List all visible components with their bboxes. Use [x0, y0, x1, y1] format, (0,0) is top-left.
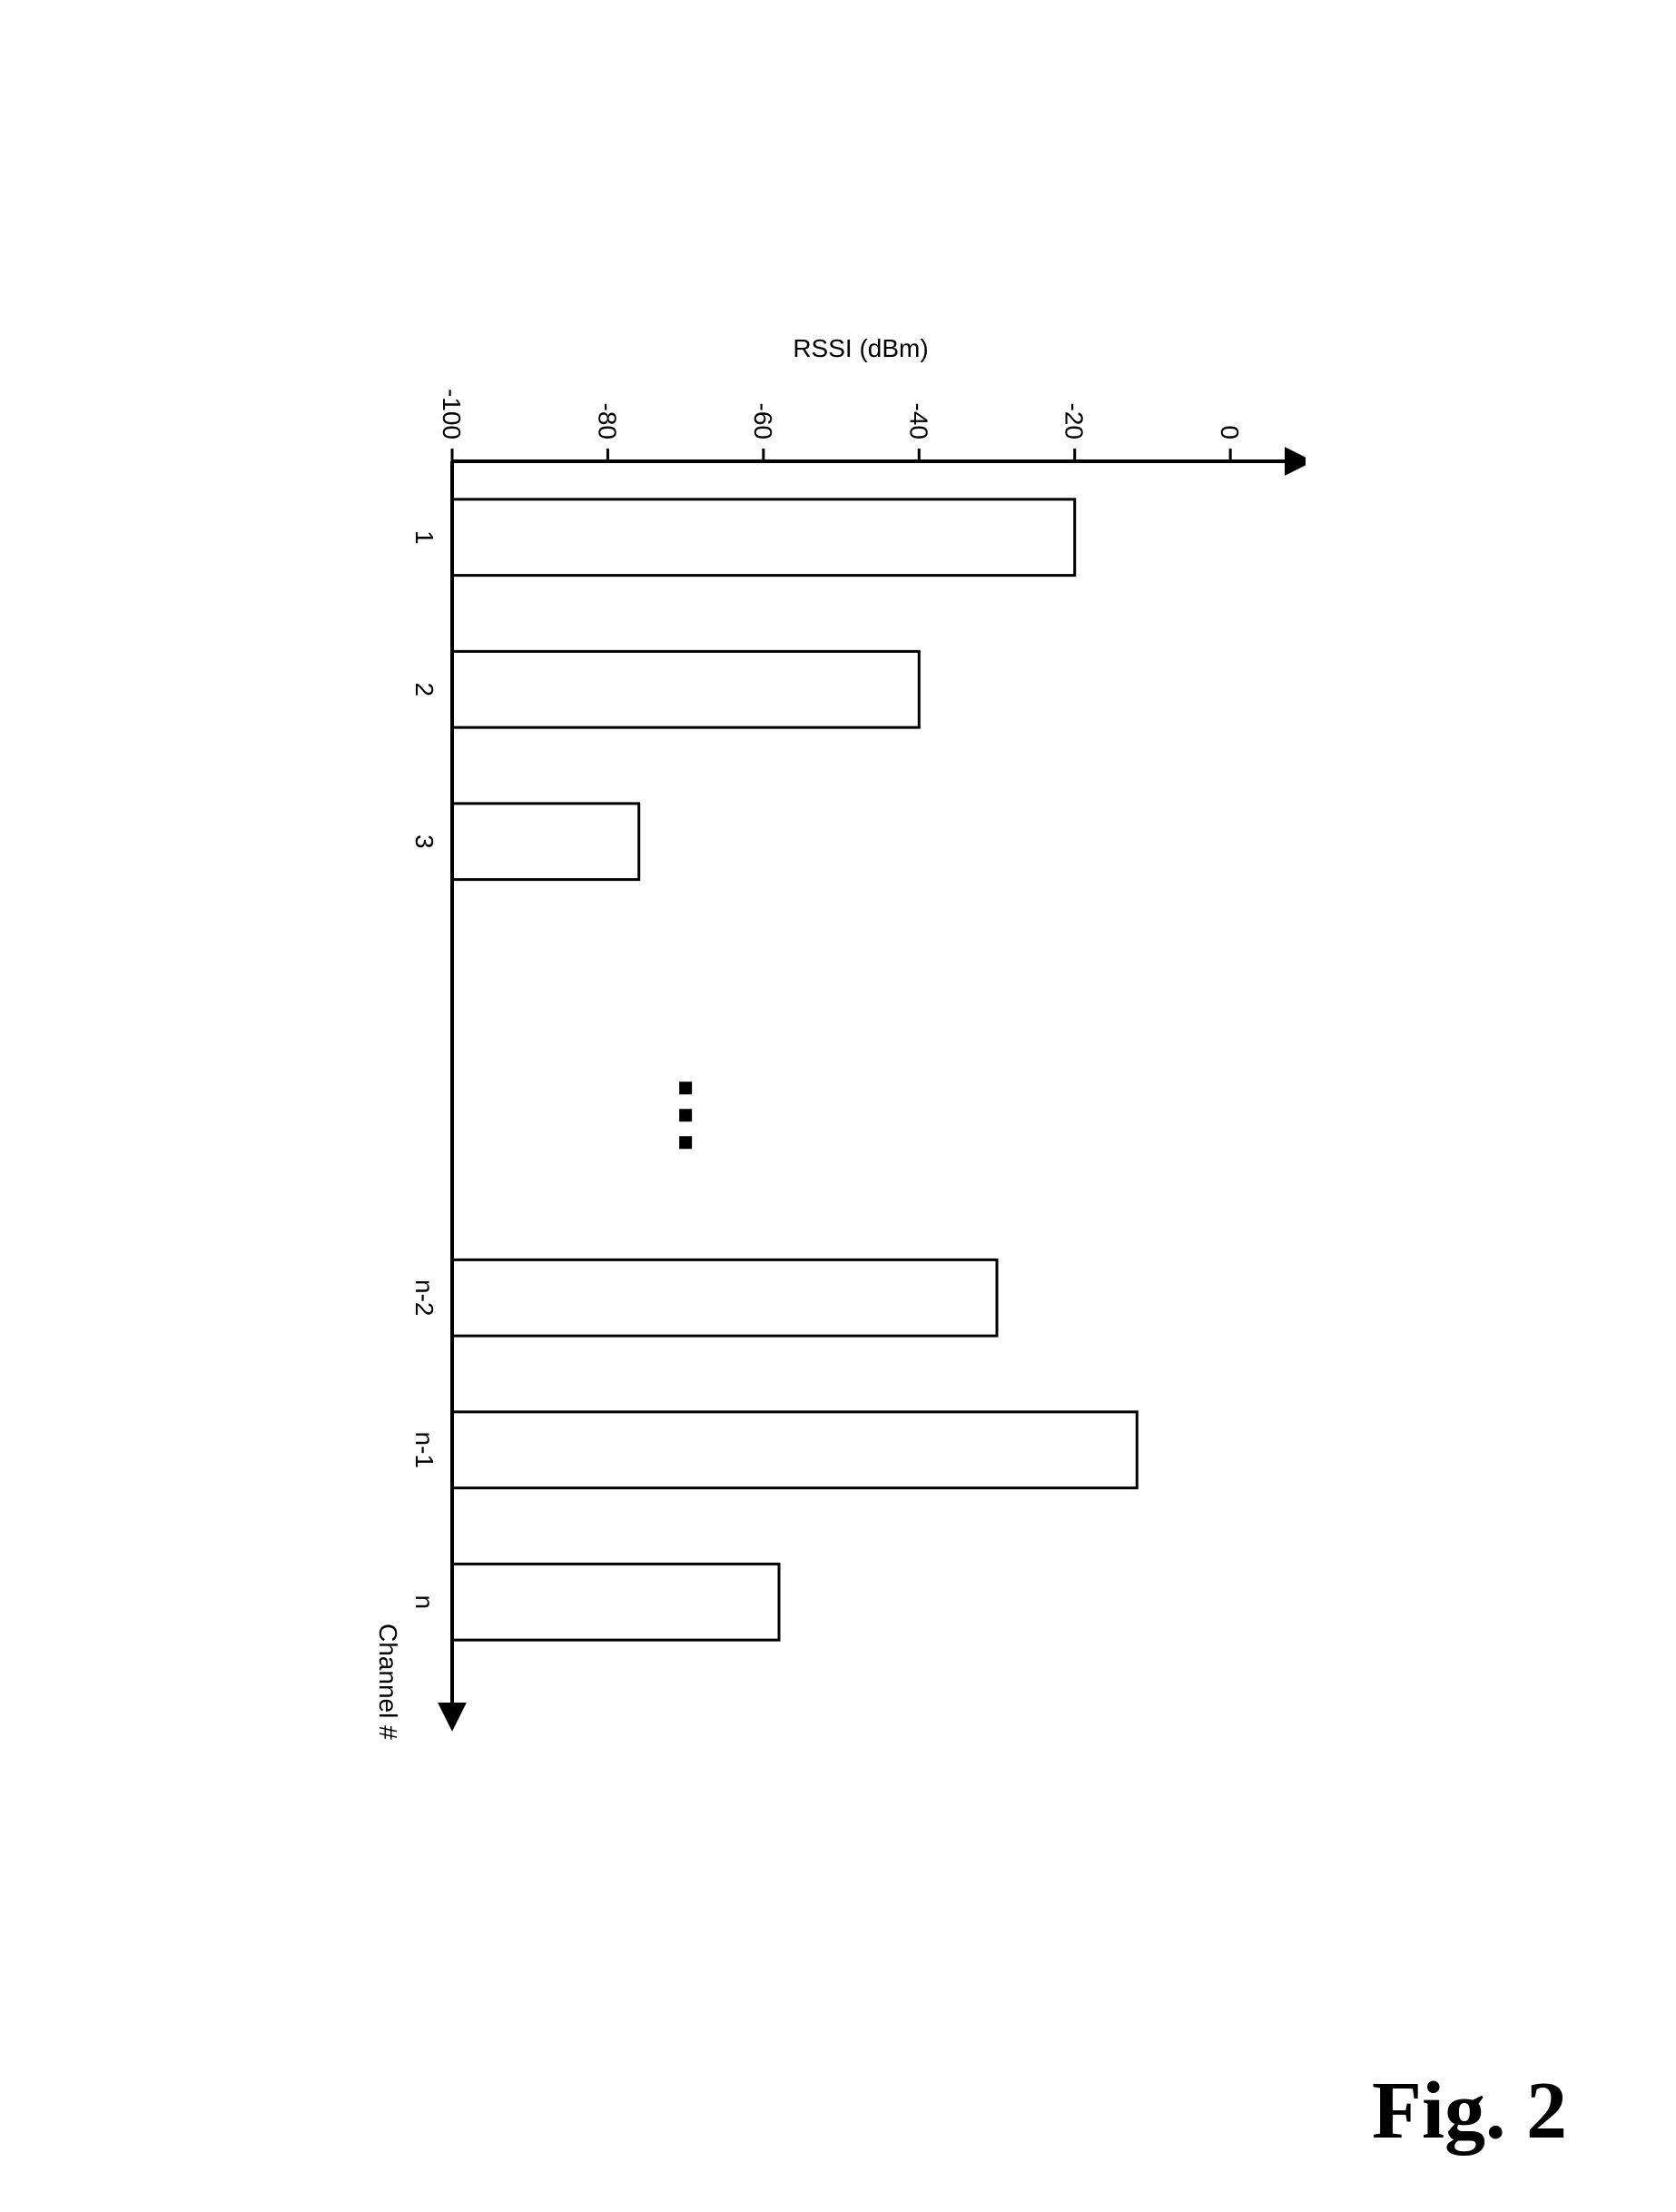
x-tick-label: n-2: [410, 1279, 439, 1316]
x-tick-label: 3: [410, 834, 439, 849]
y-tick-label: -60: [749, 403, 777, 439]
bar: [452, 1259, 997, 1336]
bar: [452, 804, 639, 880]
x-tick-label: n: [410, 1595, 439, 1609]
y-tick-label: -100: [438, 389, 466, 439]
figure-label: Fig. 2: [1372, 2064, 1567, 2158]
y-tick-label: -40: [904, 403, 932, 439]
bar: [452, 651, 919, 727]
chart-container: 1 2 3 n-2 n-1 n 0 -20 -40 -60 -80 -100 RSSI (dBm) Cha…: [370, 298, 1306, 1914]
y-axis-label: RSSI (dBm): [793, 334, 928, 362]
x-tick-label: n-1: [410, 1432, 439, 1468]
rssi-bar-chart: 1 2 3 n-2 n-1 n 0 -20 -40 -60 -80 -100 RSSI (dBm) Cha…: [370, 298, 1306, 1914]
y-tick-label: -20: [1060, 403, 1089, 439]
ellipsis-dot: [679, 1109, 692, 1121]
ellipsis-dot: [679, 1081, 692, 1094]
bar: [452, 1412, 1137, 1488]
y-tick-label: 0: [1216, 425, 1244, 439]
x-axis-label: Channel #: [374, 1624, 402, 1740]
x-tick-label: 1: [410, 530, 439, 545]
bar: [452, 1564, 779, 1640]
x-tick-label: 2: [410, 682, 439, 696]
bar: [452, 499, 1075, 576]
y-tick-label: -80: [593, 403, 621, 439]
ellipsis-dot: [679, 1136, 692, 1149]
